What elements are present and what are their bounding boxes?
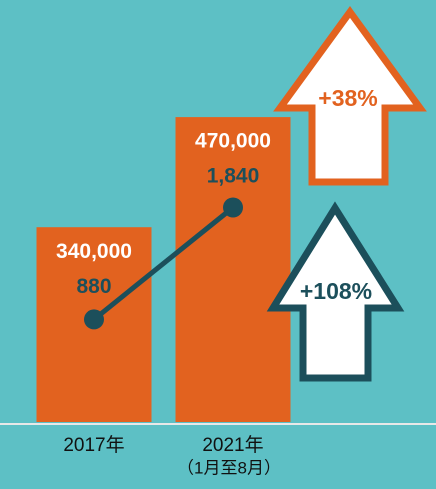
line-point (223, 197, 243, 218)
annotation: +108% (300, 278, 372, 304)
line (92, 205, 235, 322)
up-arrow (273, 6, 427, 186)
annotation: +38% (318, 85, 377, 111)
up-arrow (266, 201, 405, 382)
value-label: 470,000 (195, 130, 271, 153)
bar (175, 117, 291, 422)
value-label: 880 (76, 275, 111, 298)
x-tick-label: 2017年 (63, 434, 124, 456)
value-label: 340,000 (56, 240, 132, 263)
x-tick-sublabel: （1月至8月） (177, 458, 281, 477)
x-tick-label: 2021年 (202, 434, 263, 456)
value-label: 1,840 (207, 165, 260, 188)
line-point (84, 309, 104, 330)
